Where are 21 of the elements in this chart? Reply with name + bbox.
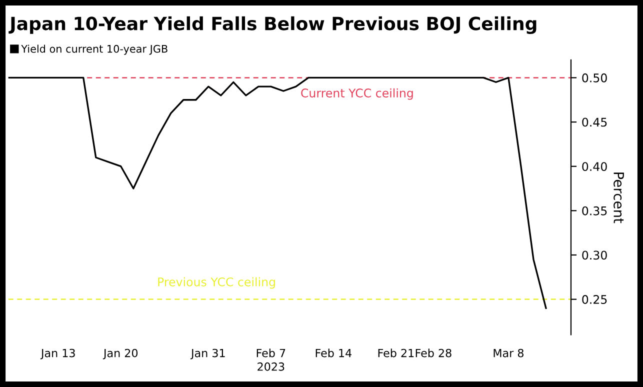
chart-title: Japan 10-Year Yield Falls Below Previous BOJ Ceiling — [8, 16, 536, 34]
x-tick-label: Jan 13 — [40, 348, 75, 360]
line-series — [8, 76, 547, 309]
y-tick-label: 0.50 — [582, 73, 607, 82]
y-tick-label: 0.35 — [582, 206, 607, 216]
x-tick-label: Jan 31 — [190, 348, 225, 360]
y-tick-label: 0.30 — [582, 250, 607, 260]
y-tick-label: 0.25 — [582, 295, 607, 304]
ref-line-label: Current YCC ceiling — [301, 88, 413, 100]
y-tick-label: 0.40 — [582, 162, 607, 171]
x-tick-label: Feb 7 — [256, 348, 286, 358]
x-tick-label: Mar 8 — [494, 348, 524, 358]
x-tick-label: Feb 21 — [378, 348, 414, 358]
y-axis-title: Percent — [614, 172, 624, 224]
x-tick-label: Jan 20 — [102, 348, 138, 360]
ref-line-label: Previous YCC ceiling — [158, 277, 275, 289]
x-tick-label: Feb 28 — [416, 348, 452, 358]
x-tick-label: Feb 14 — [316, 348, 352, 358]
x-axis-title: 2023 — [258, 362, 284, 371]
legend-label: Yield on current 10-year JGB — [21, 44, 168, 55]
y-tick-label: 0.45 — [582, 118, 607, 127]
